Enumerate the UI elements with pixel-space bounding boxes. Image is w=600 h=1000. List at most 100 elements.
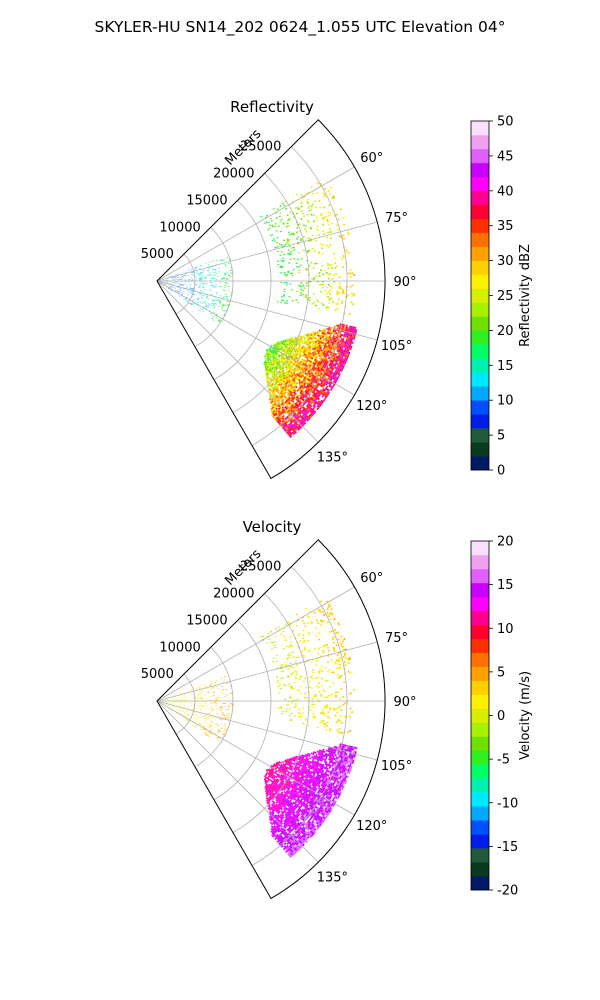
echo-cell — [343, 354, 346, 357]
echo-cell — [296, 266, 299, 268]
echo-cell — [316, 340, 320, 343]
echo-cell — [227, 300, 230, 302]
echo-cell — [346, 749, 349, 752]
echo-cell — [301, 368, 304, 371]
echo-cell — [218, 729, 220, 731]
echo-cell — [350, 338, 353, 342]
echo-cell — [279, 804, 282, 807]
echo-cell — [229, 269, 232, 271]
echo-cell — [305, 407, 309, 410]
echo-cell — [309, 793, 313, 796]
echo-cell — [343, 758, 346, 762]
echo-cell — [313, 400, 317, 403]
echo-cell — [270, 830, 273, 833]
echo-cell — [342, 776, 346, 779]
echo-cell — [222, 303, 225, 305]
echo-cell — [163, 283, 166, 285]
echo-cell — [313, 762, 317, 766]
echo-cell — [316, 384, 320, 388]
echo-cell — [306, 789, 309, 792]
echo-cell — [269, 792, 273, 795]
echo-cell — [182, 710, 185, 712]
echo-cell — [328, 783, 331, 787]
echo-cell — [313, 362, 317, 366]
echo-cell — [297, 784, 301, 787]
echo-cell — [305, 267, 308, 270]
echo-cell — [285, 819, 289, 823]
echo-cell — [273, 785, 276, 788]
echo-cell — [301, 385, 304, 389]
echo-cell — [319, 799, 323, 802]
echo-cell — [300, 210, 303, 213]
echo-cell — [322, 374, 326, 377]
echo-cell — [307, 828, 310, 831]
echo-cell — [284, 770, 287, 774]
echo-cell — [280, 805, 283, 808]
echo-cell — [306, 339, 309, 342]
echo-cell — [183, 707, 186, 708]
echo-cell — [306, 347, 309, 350]
echo-cell — [304, 362, 308, 365]
echo-cell — [342, 756, 345, 759]
echo-cell — [222, 304, 224, 306]
echo-cell — [329, 773, 332, 776]
echo-cell — [279, 835, 283, 838]
echo-cell — [325, 815, 328, 819]
echo-cell — [300, 339, 304, 342]
echo-cell — [183, 713, 186, 715]
echo-cell — [302, 334, 305, 337]
echo-cell — [305, 832, 309, 836]
echo-cell — [193, 293, 195, 295]
echo-cell — [303, 827, 306, 831]
echo-cell — [341, 327, 344, 331]
echo-cell — [338, 759, 341, 762]
echo-cell — [279, 776, 282, 779]
echo-cell — [302, 420, 306, 424]
echo-cell — [287, 382, 290, 385]
echo-cell — [325, 782, 328, 785]
echo-cell — [300, 830, 304, 834]
echo-cell — [286, 419, 290, 423]
echo-cell — [266, 362, 270, 365]
echo-cell — [296, 258, 299, 261]
echo-cell — [283, 819, 286, 823]
echo-cell — [298, 812, 301, 816]
echo-cell — [197, 687, 199, 689]
echo-cell — [288, 771, 291, 774]
echo-cell — [282, 780, 285, 783]
echo-cell — [313, 340, 316, 343]
echo-cell — [319, 753, 322, 756]
echo-cell — [297, 428, 301, 431]
echo-cell — [185, 285, 188, 287]
echo-cell — [280, 343, 283, 346]
echo-cell — [305, 391, 309, 394]
echo-cell — [322, 393, 326, 397]
echo-cell — [229, 693, 232, 694]
echo-cell — [344, 361, 347, 365]
echo-cell — [305, 827, 309, 830]
echo-cell — [205, 295, 208, 297]
echo-cell — [196, 716, 198, 718]
echo-cell — [276, 384, 280, 388]
echo-cell — [311, 376, 315, 380]
echo-cell — [276, 828, 280, 832]
echo-cell — [348, 340, 351, 343]
echo-cell — [286, 425, 289, 428]
echo-cell — [305, 341, 308, 344]
echo-cell — [290, 253, 293, 256]
echo-cell — [323, 289, 326, 292]
echo-cell — [271, 400, 274, 403]
echo-cell — [286, 758, 289, 761]
echo-cell — [285, 836, 289, 839]
echo-cell — [301, 358, 304, 361]
echo-cell — [332, 335, 335, 338]
echo-cell — [325, 395, 328, 399]
echo-cell — [278, 815, 281, 818]
echo-cell — [271, 388, 274, 391]
echo-cell — [269, 775, 272, 778]
echo-cell — [211, 302, 213, 305]
echo-cell — [308, 338, 311, 341]
echo-cell — [282, 771, 285, 774]
echo-cell — [339, 779, 342, 783]
echo-cell — [322, 388, 325, 391]
